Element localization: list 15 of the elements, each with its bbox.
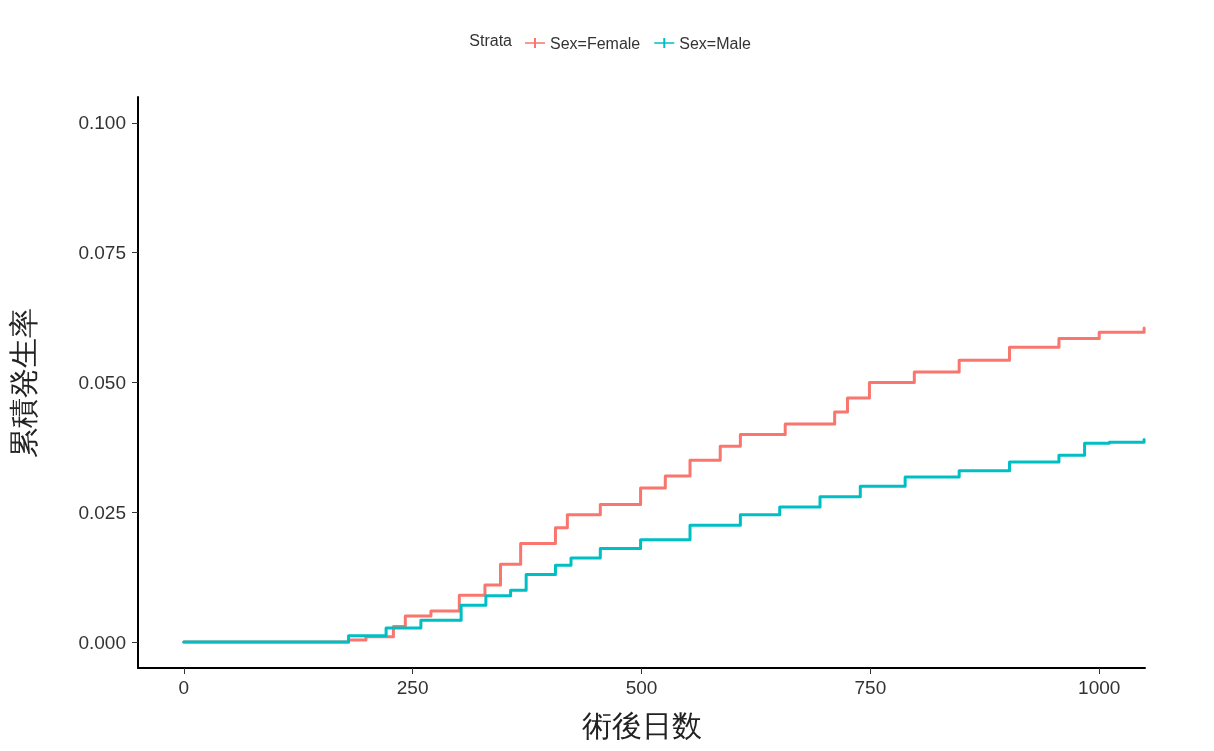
x-tick-label: 1000 [1078, 677, 1121, 698]
x-tick-label: 0 [178, 677, 190, 698]
x-tick-label: 500 [625, 677, 658, 698]
legend-label: Sex=Male [679, 34, 751, 52]
y-tick-label: 0.100 [78, 112, 126, 134]
x-tick-label: 250 [396, 677, 429, 698]
legend-title: Strata [469, 31, 513, 49]
y-tick-label: 0.025 [78, 501, 126, 523]
legend-label: Sex=Female [550, 34, 641, 52]
x-axis-title: 術後日数 [581, 708, 702, 742]
y-tick-label: 0.050 [78, 372, 126, 393]
y-tick-label: 0.000 [78, 631, 126, 653]
y-axis-title: 累積発生率 [6, 307, 40, 458]
y-tick-label: 0.075 [78, 242, 126, 264]
x-tick-label: 750 [854, 677, 887, 698]
